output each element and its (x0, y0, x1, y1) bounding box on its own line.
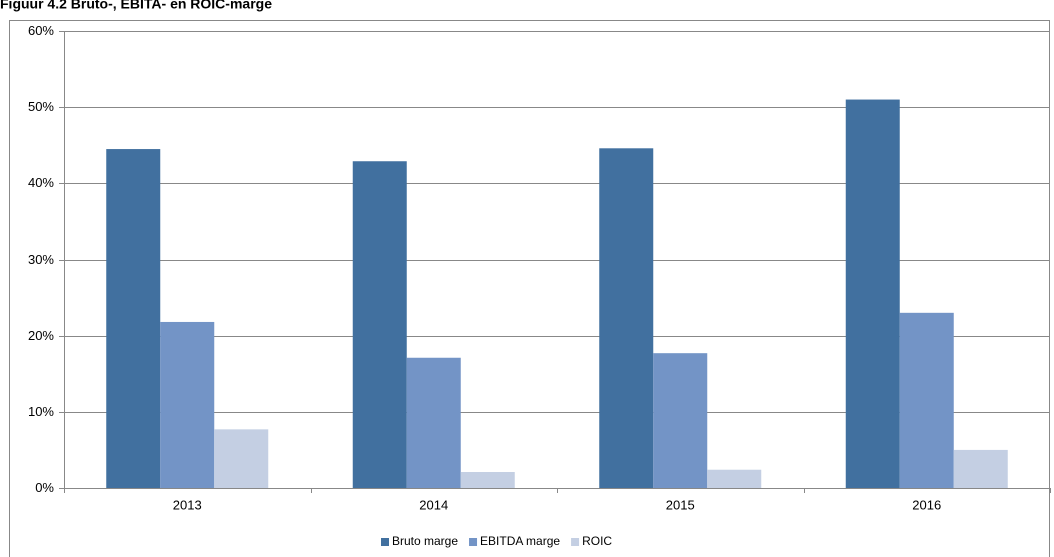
chart-title: Figuur 4.2 Bruto-, EBITA- en ROIC-marge (0, 0, 272, 12)
bar (899, 312, 954, 488)
bar (160, 321, 215, 488)
bar (653, 353, 708, 488)
x-tick-label: 2013 (173, 497, 202, 512)
chart-border (9, 20, 1050, 557)
legend-label: Bruto marge (392, 534, 458, 548)
bar (707, 469, 762, 488)
legend-swatch (381, 538, 389, 546)
y-tick-label: 10% (28, 404, 54, 419)
y-tick-label: 50% (28, 99, 54, 114)
x-tick-label: 2014 (419, 497, 448, 512)
y-tick-label: 0% (35, 480, 54, 495)
legend-swatch (469, 538, 478, 546)
y-tick-label: 40% (28, 175, 54, 190)
y-tick-label: 30% (28, 252, 54, 267)
legend-swatch (571, 538, 580, 546)
bar (845, 99, 900, 489)
bar (460, 472, 515, 488)
bar (106, 149, 161, 488)
legend-label: ROIC (582, 534, 612, 548)
x-tick-label: 2015 (666, 497, 695, 512)
x-tick-label: 2016 (912, 497, 941, 512)
y-tick-label: 60% (28, 23, 54, 38)
bar (953, 449, 1008, 488)
bar (352, 161, 407, 488)
legend-label: EBITDA marge (480, 534, 560, 548)
bar (214, 429, 269, 488)
bar (406, 357, 461, 488)
y-tick-label: 20% (28, 328, 54, 343)
bar (599, 148, 654, 488)
